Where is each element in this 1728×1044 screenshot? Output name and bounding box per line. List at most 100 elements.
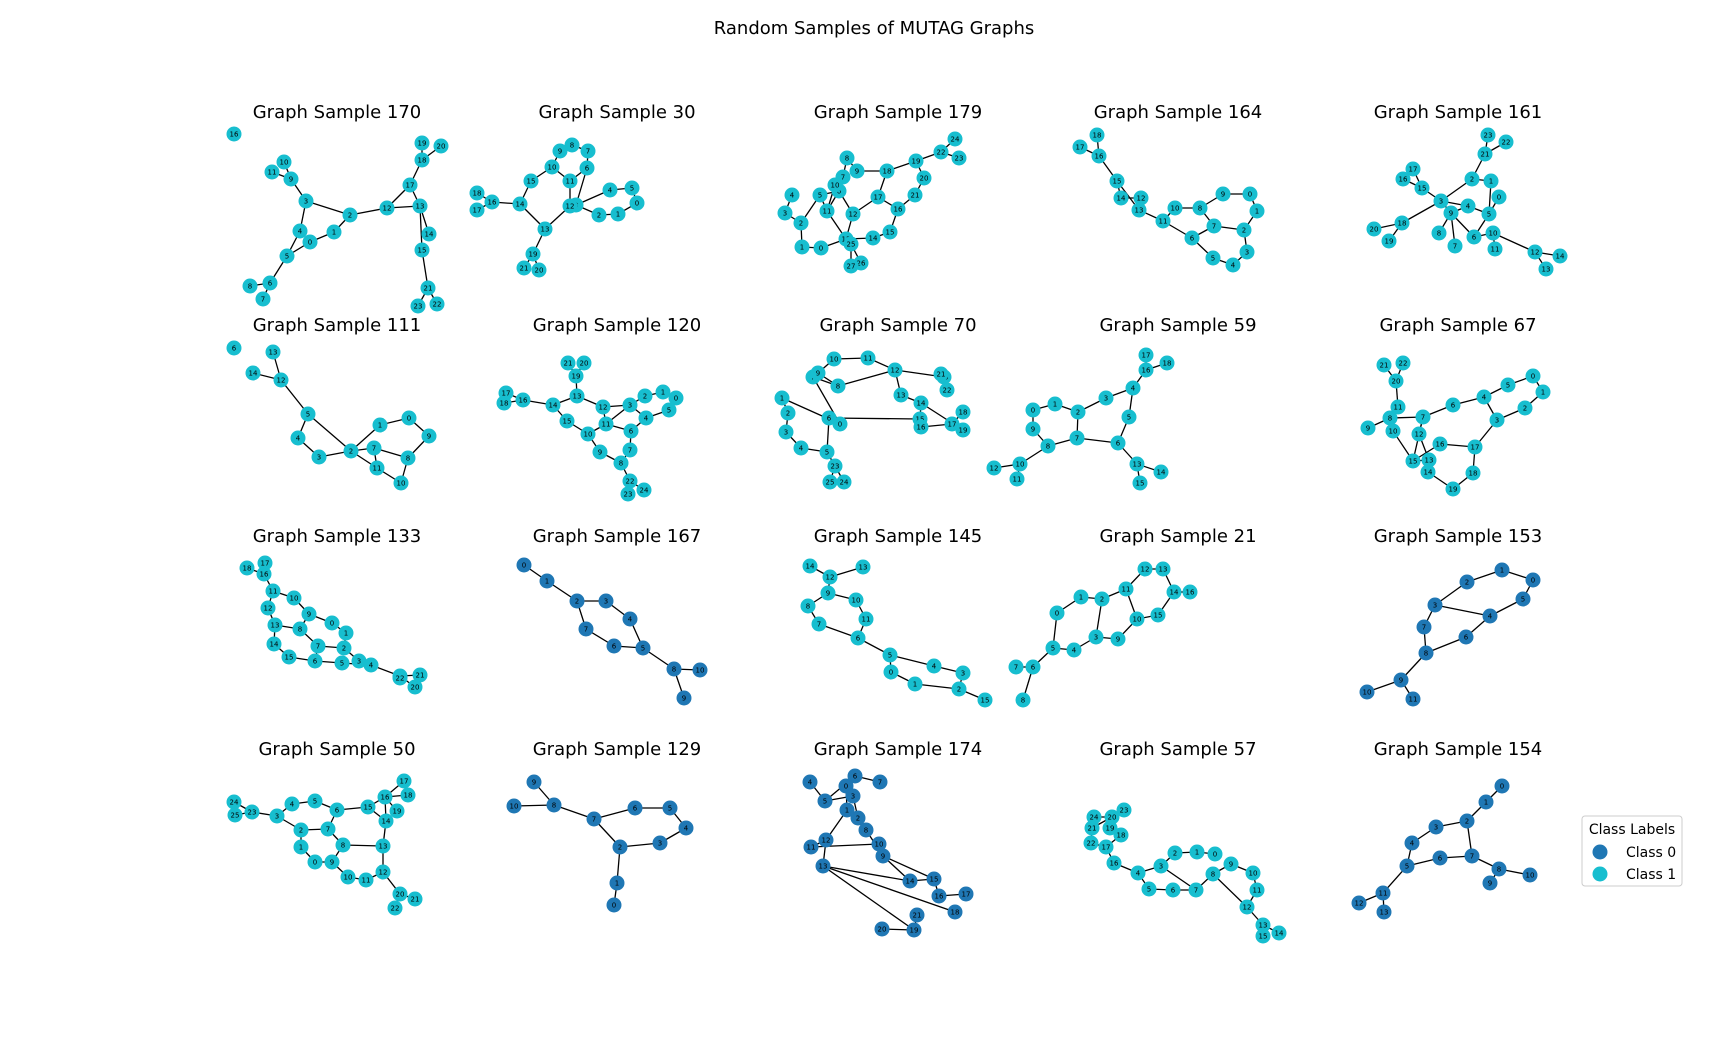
node-label: 10 [280,159,289,167]
graph-node [879,163,895,179]
graph-node [1432,436,1448,452]
node-label: 7 [628,447,632,455]
node-label: 4 [644,415,649,423]
node-label: 2 [1470,176,1474,184]
node-label: 15 [916,416,925,424]
graph-node [893,387,909,403]
node-label: 2 [342,645,346,653]
graph-node [827,458,843,474]
node-label: 15 [527,178,536,186]
node-label: 1 [1255,208,1259,216]
graph-node [1130,865,1146,881]
node-label: 2 [349,448,353,456]
node-label: 9 [532,779,536,787]
graph-node [1431,225,1447,241]
node-label: 11 [1253,887,1262,895]
graph-node [293,822,309,838]
node-label: 1 [1489,178,1493,186]
graph-node [1098,390,1114,406]
node-label: 19 [393,808,402,816]
graph-node [1245,865,1261,881]
node-label: 8 [619,460,623,468]
graph-node [1433,193,1449,209]
graph-node [292,223,308,239]
node-label: 3 [317,454,321,462]
graph-node [496,395,512,411]
graph-node [1249,203,1265,219]
node-label: 8 [1046,443,1050,451]
node-label: 9 [598,449,602,457]
graph-node [412,198,428,214]
node-label: 7 [1014,664,1018,672]
graph-node [1515,591,1531,607]
node-label: 18 [1398,220,1407,228]
node-label: 13 [541,226,550,234]
node-label: 7 [586,148,590,156]
node-label: 6 [1451,402,1456,410]
graph-node [1483,173,1499,189]
legend-title: Class Labels [1589,822,1675,838]
graph-node [1207,846,1223,862]
node-label: 3 [784,429,788,437]
graph-node [267,617,283,633]
graph-node [1104,809,1120,825]
node-label: 14 [516,201,525,209]
node-label: 7 [1194,887,1198,895]
graph-node [947,904,963,920]
node-label: 5 [641,645,645,653]
node-label: 24 [951,136,960,144]
node-label: 9 [682,695,686,703]
graph-node [273,372,289,388]
node-label: 7 [1212,223,1216,231]
graph-node [1394,215,1410,231]
node-label: 7 [1470,853,1474,861]
node-label: 12 [383,205,392,213]
node-label: 6 [633,805,638,813]
graph-node [324,854,340,870]
node-label: 13 [1135,207,1144,215]
node-label: 10 [290,595,299,603]
graph-node [407,679,423,695]
node-label: 6 [268,280,273,288]
graph-node [820,585,836,601]
graph-node [947,131,963,147]
node-label: 8 [248,283,252,291]
node-label: 11 [269,588,278,596]
node-label: 11 [566,178,575,186]
graph-node [882,647,898,663]
graph-node [620,486,636,502]
graph-node [256,566,272,582]
graph-node [414,242,430,258]
node-label: 17 [1142,352,1151,360]
node-label: 9 [816,370,820,378]
node-label: 5 [313,798,317,806]
node-label: 24 [230,799,239,807]
graph-node [907,187,923,203]
node-label: 8 [672,666,676,674]
graph-node [1395,355,1411,371]
graph-node [329,802,345,818]
graph-node [800,598,816,614]
graph-node [1404,835,1420,851]
node-label: 19 [1106,825,1115,833]
node-label: 5 [630,185,634,193]
node-label: 14 [1556,253,1565,261]
graph-title: Graph Sample 70 [819,315,976,336]
node-label: 12 [566,203,575,211]
node-label: 23 [1120,807,1129,815]
node-label: 9 [307,611,311,619]
graph-node [1091,148,1107,164]
node-label: 4 [1136,870,1141,878]
graph-node [1223,856,1239,872]
node-label: 9 [855,168,859,176]
node-label: 15 [563,418,572,426]
graph-node [810,365,826,381]
node-label: 3 [961,670,965,678]
graph-node [351,653,367,669]
graph-node [265,583,281,599]
node-label: 18 [243,565,252,573]
graph-node [860,350,876,366]
node-label: 5 [1211,255,1215,263]
graph-node [612,839,628,855]
